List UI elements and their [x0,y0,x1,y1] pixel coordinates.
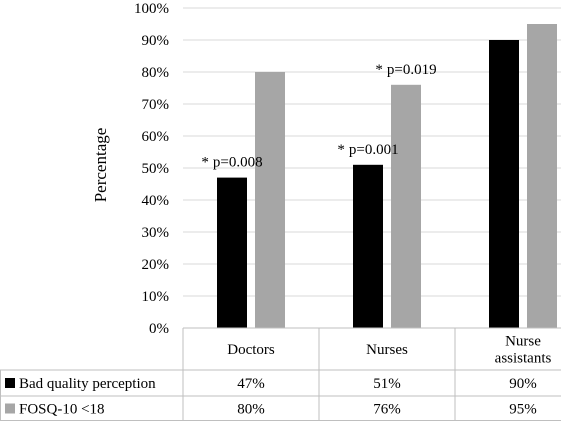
bar-fosq-10-18-nurse-assistants [527,24,557,328]
legend-swatch-bad-quality-perception [5,378,15,388]
bar-fosq-10-18-doctors [255,72,285,328]
bar-bad-quality-perception-nurses [353,164,383,328]
p-value-label: p=0.008 [213,155,263,171]
bar-bad-quality-perception-doctors [217,177,247,328]
p-value-label: p=0.019 [387,62,437,78]
y-axis-label: Percentage [91,128,110,203]
data-label: 90% [509,376,537,392]
y-tick-label: 100% [134,1,169,17]
asterisk-marker: * [337,142,345,158]
bar-fosq-10-18-nurses [391,84,421,328]
y-tick-label: 60% [142,129,170,145]
legend-label-bad-quality-perception: Bad quality perception [19,376,156,392]
gridlines [183,7,561,329]
legend-swatch-fosq-10-18 [5,403,15,414]
significance-annotation: * p=0.008 [201,155,262,171]
y-tick-label: 40% [142,193,170,209]
legend-label-fosq-10-18: FOSQ-10 <18 [19,402,105,418]
category-label-nurse-assistants: assistants [495,351,552,367]
asterisk-marker: * [375,62,383,78]
y-tick-label: 30% [142,225,170,241]
data-label: 95% [509,402,537,418]
category-label-nurse-assistants: Nurse [505,334,541,350]
y-tick-label: 70% [142,97,170,113]
category-label-nurses: Nurses [366,342,408,358]
y-tick-label: 10% [142,289,170,305]
asterisk-marker: * [201,155,209,171]
data-label: 76% [373,402,401,418]
p-value-label: p=0.001 [349,142,399,158]
y-tick-label: 80% [142,65,170,81]
significance-annotation: * p=0.019 [375,62,436,78]
y-tick-label: 50% [142,161,170,177]
annotations: * p=0.008* p=0.001* p=0.019 [201,62,436,171]
data-label: 51% [373,376,401,392]
data-label: 47% [237,376,265,392]
bars [217,24,557,328]
y-tick-label: 20% [142,257,170,273]
y-tick-label: 0% [149,321,169,337]
significance-annotation: * p=0.001 [337,142,398,158]
y-tick-label: 90% [142,33,170,49]
category-label-doctors: Doctors [227,342,275,358]
data-label: 80% [237,402,265,418]
bar-bad-quality-perception-nurse-assistants [489,40,519,328]
y-axis-ticks: 0% 10% 20% 30% 40% 50% 60% 70% 80% 90% 100% [134,1,169,337]
